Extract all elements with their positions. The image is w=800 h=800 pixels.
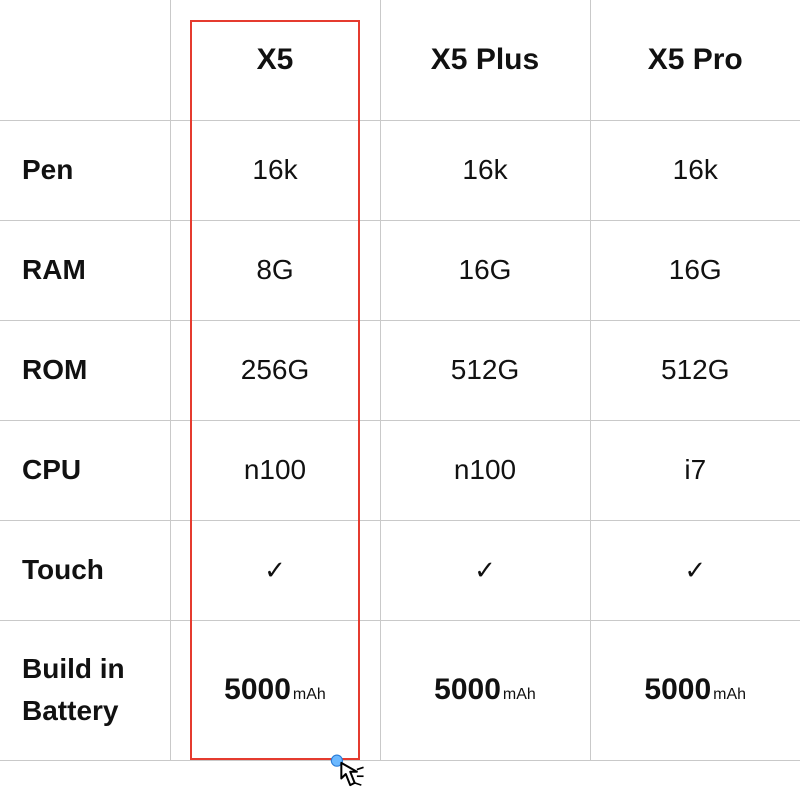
table-row: RAM 8G 16G 16G xyxy=(0,220,800,320)
cell-check: ✓ xyxy=(590,520,800,620)
cell-check: ✓ xyxy=(170,520,380,620)
cell-battery: 5000mAh xyxy=(170,620,380,760)
cell-check: ✓ xyxy=(380,520,590,620)
cell: 256G xyxy=(170,320,380,420)
battery-value: 5000 xyxy=(644,673,711,706)
col-header-x5: X5 xyxy=(170,0,380,120)
cell: n100 xyxy=(170,420,380,520)
row-label-rom: ROM xyxy=(0,320,170,420)
battery-unit: mAh xyxy=(293,686,326,703)
cell-battery: 5000mAh xyxy=(380,620,590,760)
spec-table: X5 X5 Plus X5 Pro Pen 16k 16k 16k RAM 8G… xyxy=(0,0,800,761)
cell: 16k xyxy=(380,120,590,220)
table-row: Pen 16k 16k 16k xyxy=(0,120,800,220)
battery-value: 5000 xyxy=(224,673,291,706)
table-row: Build in Battery 5000mAh 5000mAh 5000mAh xyxy=(0,620,800,760)
cell: 512G xyxy=(590,320,800,420)
cell: 16k xyxy=(590,120,800,220)
row-label-battery-line2: Battery xyxy=(22,695,118,726)
table-row: Touch ✓ ✓ ✓ xyxy=(0,520,800,620)
table-row: CPU n100 n100 i7 xyxy=(0,420,800,520)
col-header-x5plus: X5 Plus xyxy=(380,0,590,120)
battery-unit: mAh xyxy=(713,686,746,703)
row-label-ram: RAM xyxy=(0,220,170,320)
cell: 16G xyxy=(590,220,800,320)
battery-unit: mAh xyxy=(503,686,536,703)
cell: 16G xyxy=(380,220,590,320)
header-corner xyxy=(0,0,170,120)
row-label-battery: Build in Battery xyxy=(0,620,170,760)
row-label-touch: Touch xyxy=(0,520,170,620)
table-row: ROM 256G 512G 512G xyxy=(0,320,800,420)
row-label-cpu: CPU xyxy=(0,420,170,520)
row-label-battery-line1: Build in xyxy=(22,653,125,684)
cell: n100 xyxy=(380,420,590,520)
cell: i7 xyxy=(590,420,800,520)
cell: 16k xyxy=(170,120,380,220)
col-header-x5pro: X5 Pro xyxy=(590,0,800,120)
header-row: X5 X5 Plus X5 Pro xyxy=(0,0,800,120)
cell-battery: 5000mAh xyxy=(590,620,800,760)
cell: 8G xyxy=(170,220,380,320)
row-label-pen: Pen xyxy=(0,120,170,220)
cell: 512G xyxy=(380,320,590,420)
comparison-table: X5 X5 Plus X5 Pro Pen 16k 16k 16k RAM 8G… xyxy=(0,0,800,761)
battery-value: 5000 xyxy=(434,673,501,706)
